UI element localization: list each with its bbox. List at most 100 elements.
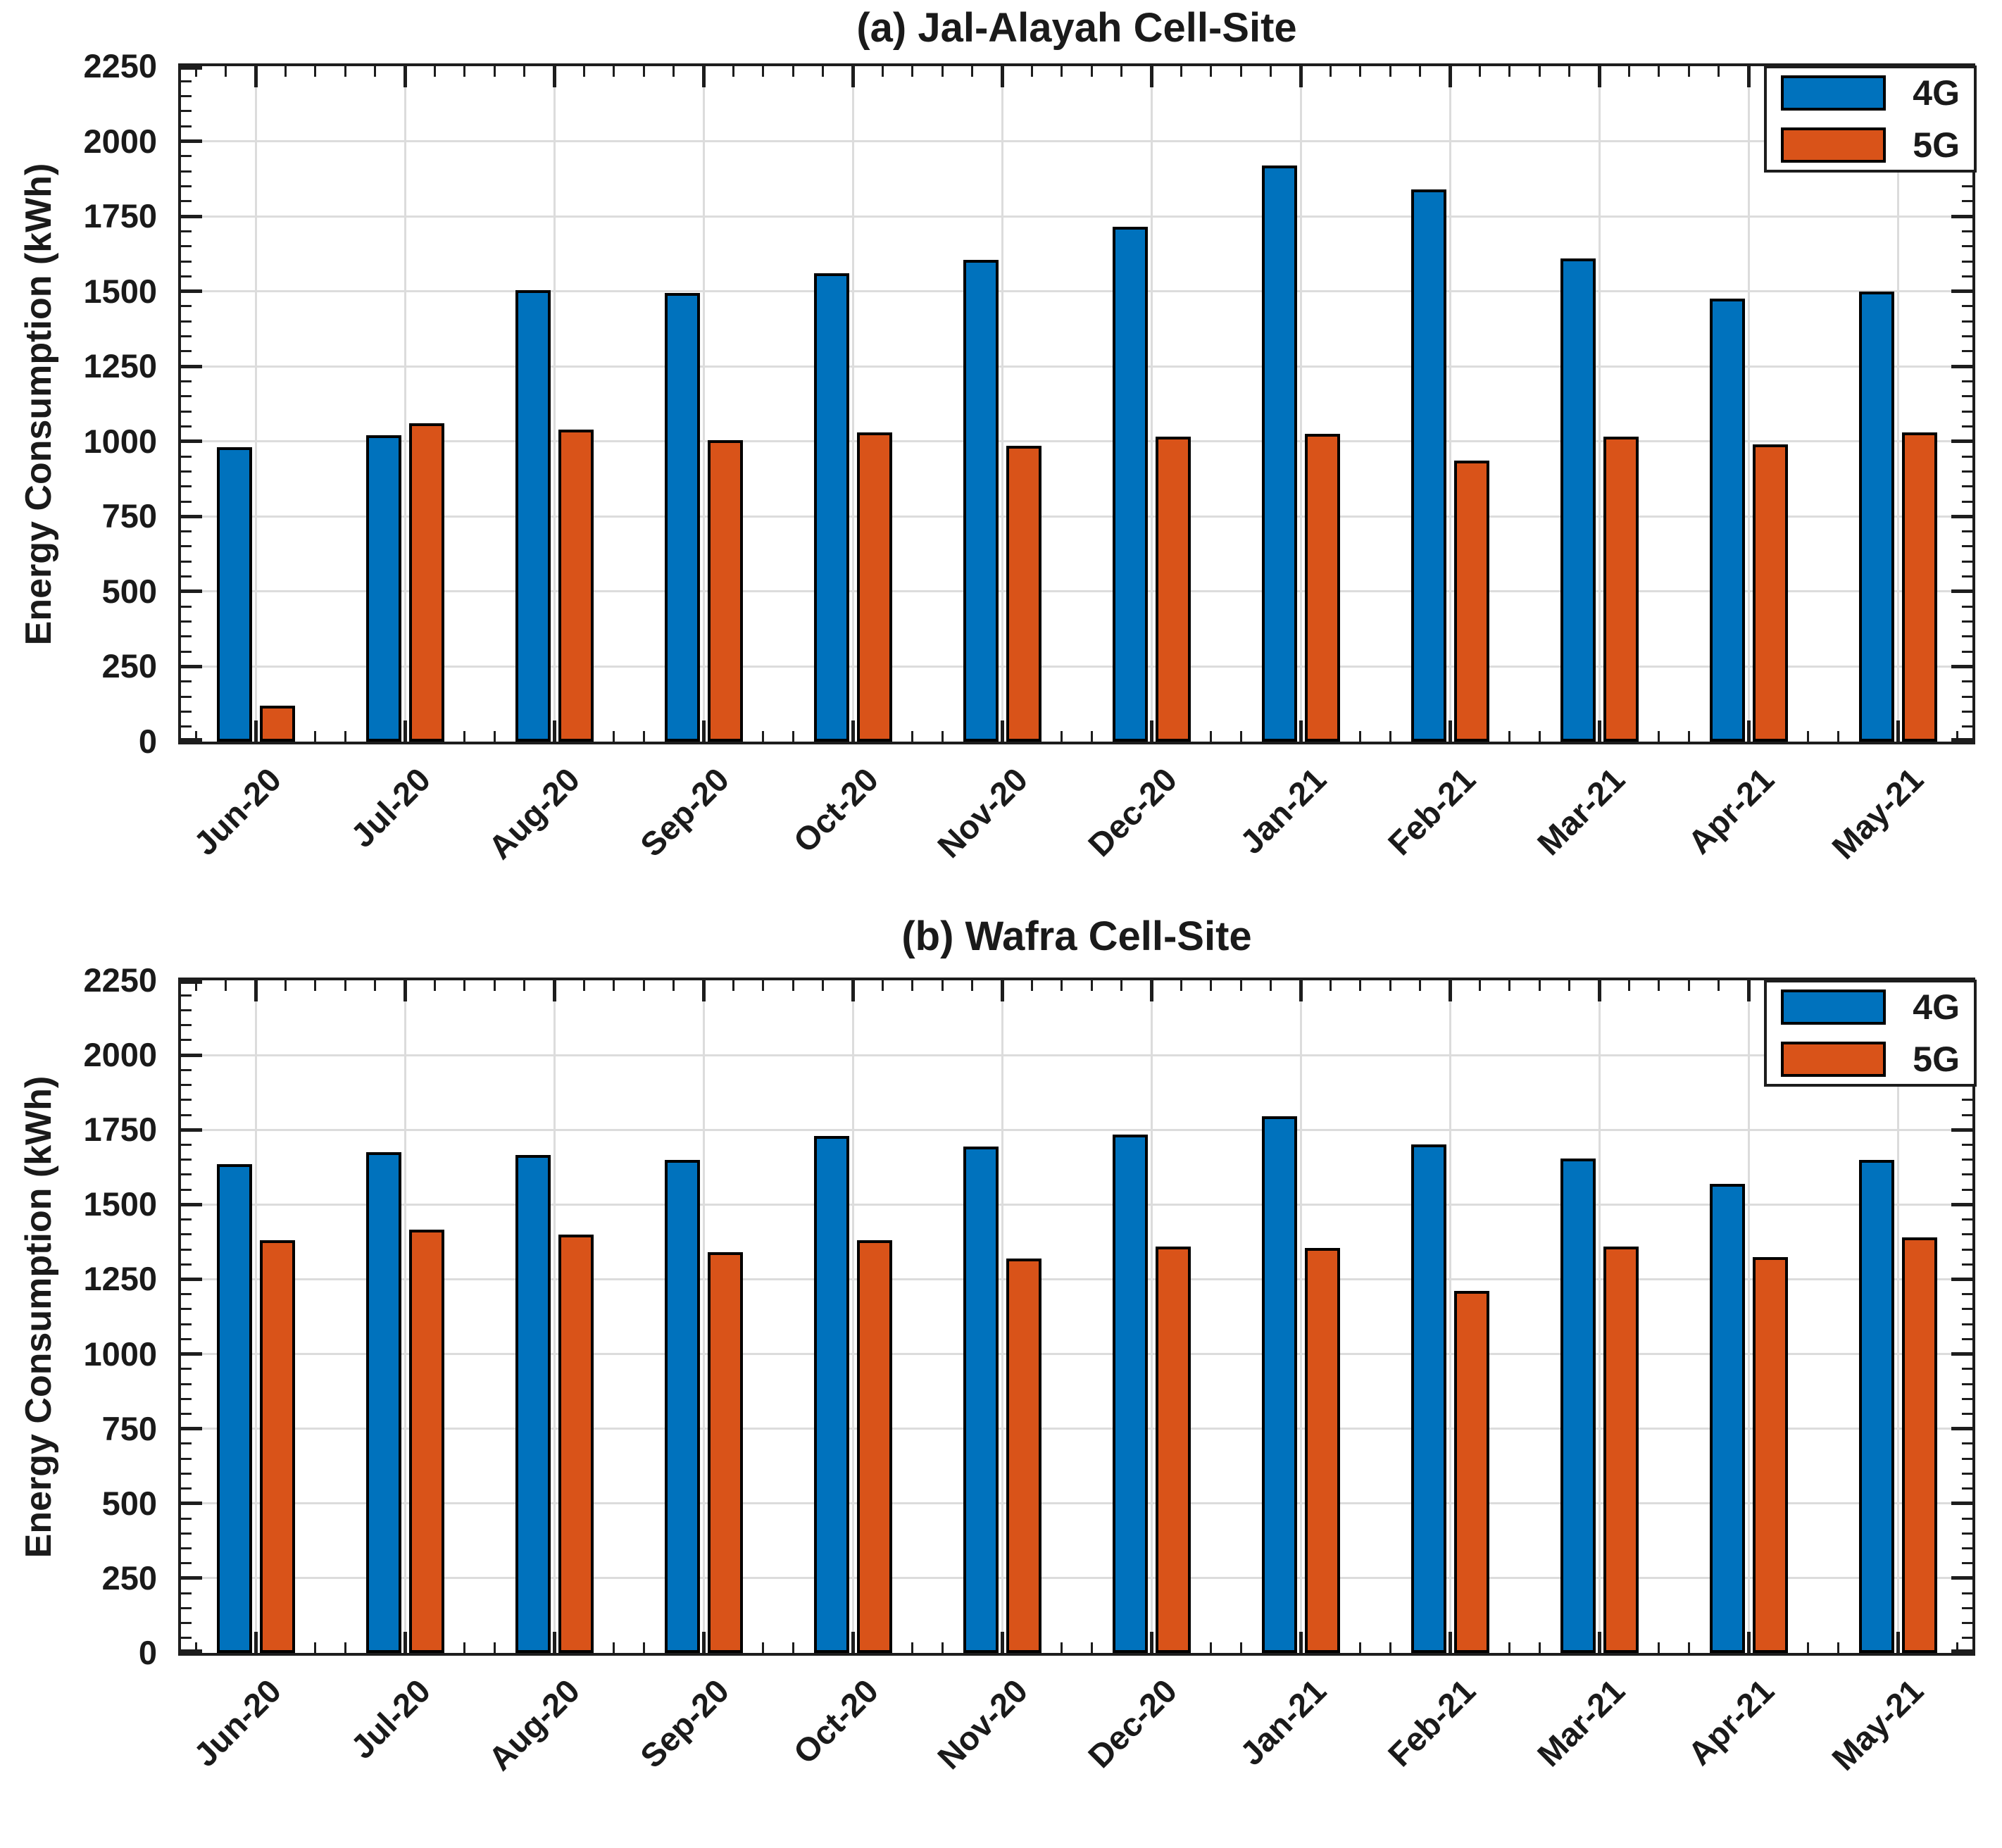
x-axis-tick (642, 1642, 645, 1653)
x-axis-tick (552, 980, 556, 1001)
x-axis-tick (613, 66, 615, 77)
y-axis-tick (181, 305, 192, 308)
bar-4g-Sep-20 (664, 1160, 700, 1653)
x-axis-tick (1508, 1642, 1511, 1653)
x-axis-tick (911, 66, 914, 77)
bar-5g-Aug-20 (558, 1235, 594, 1653)
plot-area-a (178, 63, 1975, 744)
y-axis-tick (181, 1487, 192, 1490)
y-axis-tick (1951, 1202, 1972, 1206)
x-axis-tick (1538, 66, 1541, 77)
x-axis-tick (971, 66, 974, 77)
x-axis-tick (881, 980, 884, 991)
y-axis-tick (181, 1547, 192, 1549)
y-axis-tick (1962, 260, 1972, 263)
y-axis-tick (1951, 364, 1972, 368)
x-axis-tick (701, 1632, 706, 1653)
y-axis-tick (181, 664, 202, 668)
y-axis-tick (1962, 1562, 1972, 1565)
y-axis-tick (181, 1382, 192, 1385)
x-axis-tick (1359, 66, 1362, 77)
legend-swatch-4g-icon (1781, 75, 1887, 111)
y-axis-tick (1962, 470, 1972, 473)
x-axis-tick (941, 1642, 944, 1653)
bar-4g-Feb-21 (1410, 189, 1446, 742)
y-axis-tick (181, 245, 192, 248)
y-axis-tick (181, 1159, 192, 1161)
x-axis-tick (225, 980, 227, 991)
x-axis-tick (225, 66, 227, 77)
y-axis-tick (181, 335, 192, 338)
bar-5g-Feb-21 (1453, 461, 1489, 742)
y-axis-tick (1951, 1649, 1972, 1653)
y-axis-tick (181, 1263, 192, 1266)
gridline-vertical (1598, 66, 1601, 742)
x-axis-tick (1627, 980, 1630, 991)
bar-5g-Nov-20 (1006, 1259, 1041, 1653)
x-axis-tick (1448, 1632, 1452, 1653)
y-axis-tick (1962, 1547, 1972, 1549)
gridline-vertical (702, 980, 705, 1653)
y-axis-tick (181, 1053, 202, 1057)
x-axis-tick (822, 66, 825, 77)
x-axis-tick (1508, 980, 1511, 991)
gridline-horizontal (181, 440, 1972, 443)
x-axis-tick (1210, 66, 1213, 77)
x-axis-tick (1389, 1642, 1391, 1653)
x-axis-tick (1597, 66, 1601, 87)
gridline-horizontal (181, 290, 1972, 293)
y-axis-tick (181, 650, 192, 653)
x-axis-tick (1658, 66, 1660, 77)
y-axis-tick (181, 1457, 192, 1460)
gridline-vertical (1747, 980, 1750, 1653)
gridline-vertical (403, 66, 406, 742)
gridline-vertical (553, 980, 556, 1653)
x-axis-tick (1270, 980, 1272, 991)
legend-label-5g: 5G (1913, 1040, 1960, 1079)
x-axis-tick (642, 731, 645, 742)
y-axis-tick (1962, 635, 1972, 638)
x-axis-tick (1746, 980, 1751, 1001)
x-axis-tick (1538, 1642, 1541, 1653)
y-axis-tick (1951, 439, 1972, 444)
x-axis-tick (344, 66, 346, 77)
y-tick-label: 500 (101, 1484, 157, 1522)
y-axis-tick (1962, 710, 1972, 713)
x-axis-tick (1120, 980, 1123, 991)
x-axis-tick (493, 66, 496, 77)
x-axis-tick (1807, 731, 1810, 742)
y-axis-tick (181, 1202, 202, 1206)
y-axis-tick (181, 1188, 192, 1191)
y-tick-label: 750 (101, 497, 157, 535)
y-axis-tick (181, 1143, 192, 1146)
x-axis-tick (523, 66, 526, 77)
y-axis-tick (1962, 1263, 1972, 1266)
x-axis-tick (792, 66, 794, 77)
y-axis-tick (181, 589, 202, 594)
x-axis-tick (911, 980, 914, 991)
x-axis-tick (1149, 980, 1153, 1001)
y-axis-tick (1962, 1368, 1972, 1371)
bar-4g-Jan-21 (1261, 166, 1297, 742)
y-axis-tick (1962, 350, 1972, 353)
x-axis-tick (1090, 980, 1093, 991)
x-axis-tick (194, 980, 197, 991)
x-axis-tick (762, 980, 765, 991)
x-axis-tick (1210, 1642, 1213, 1653)
gridline-horizontal (181, 140, 1972, 143)
x-axis-tick (1000, 66, 1004, 87)
x-axis-tick (1687, 980, 1690, 991)
y-axis-tick (181, 455, 192, 458)
x-axis-tick (941, 66, 944, 77)
y-axis-tick (181, 545, 192, 548)
y-axis-tick (1962, 1517, 1972, 1520)
y-axis-tick (181, 1009, 192, 1011)
y-axis-tick (1951, 1502, 1972, 1506)
x-axis-tick (1627, 66, 1630, 77)
y-axis-tick (181, 680, 192, 683)
bar-4g-Oct-20 (813, 1136, 849, 1653)
y-axis-tick (181, 410, 192, 413)
x-axis-tick (1896, 720, 1900, 742)
y-axis-tick (1962, 305, 1972, 308)
x-axis-tick (463, 1642, 466, 1653)
